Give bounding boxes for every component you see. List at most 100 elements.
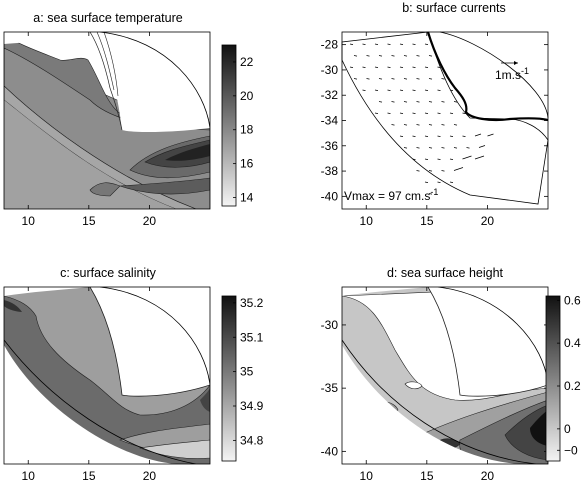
panel-b-x-axis: 10 15 20 <box>360 32 495 228</box>
current-arrow <box>441 124 445 126</box>
current-arrow <box>462 135 466 137</box>
panel-d-colorbar-ticks: 0.6 0.4 0.2 0 −0 <box>557 293 581 457</box>
colorbar-tick-label: 22 <box>240 55 254 69</box>
x-tick-label: 10 <box>360 469 374 483</box>
current-arrow <box>399 43 404 45</box>
colorbar-tick-label: 0.4 <box>564 336 581 350</box>
current-arrow <box>353 55 358 57</box>
current-arrow <box>416 101 420 103</box>
current-arrow <box>403 147 408 149</box>
current-arrow <box>428 55 433 57</box>
current-arrow <box>412 89 416 91</box>
panel-c-colorbar <box>221 295 237 462</box>
y-tick-label: -40 <box>321 444 339 458</box>
current-arrow <box>362 43 366 45</box>
colorbar-tick-label: 34.8 <box>240 433 264 447</box>
current-arrow <box>449 135 454 137</box>
current-arrow <box>424 158 429 160</box>
current-arrow <box>487 133 494 137</box>
current-arrow <box>412 158 416 160</box>
x-tick-label: 10 <box>22 469 36 483</box>
current-arrow <box>478 145 486 148</box>
y-tick-label: -30 <box>321 63 339 77</box>
panel-c-title: c: surface salinity <box>60 266 157 280</box>
current-arrow <box>437 112 441 114</box>
y-tick-label: -36 <box>321 139 339 153</box>
current-arrow <box>349 66 354 68</box>
y-tick-label: -40 <box>321 189 339 203</box>
current-arrow <box>428 170 433 172</box>
colorbar-tick-label: 0.6 <box>564 293 581 307</box>
x-tick-label: 15 <box>82 214 96 228</box>
current-arrow <box>437 66 441 68</box>
current-arrow <box>362 66 366 68</box>
panel-c-frame <box>3 286 211 465</box>
current-arrow <box>353 78 358 80</box>
colorbar-tick-label: 34.9 <box>240 399 264 413</box>
current-arrow <box>474 133 482 137</box>
current-arrow <box>378 55 383 57</box>
current-arrow <box>441 101 445 103</box>
current-arrow <box>416 170 420 172</box>
panel-c-field <box>4 287 210 464</box>
y-tick-label: -34 <box>321 114 339 128</box>
current-arrow <box>462 155 472 160</box>
current-arrow <box>387 43 391 45</box>
current-arrow <box>387 89 391 91</box>
current-arrow <box>366 55 370 57</box>
panel-d-title: d: sea surface height <box>387 266 504 280</box>
current-arrow <box>366 78 370 80</box>
panel-a-field <box>4 32 210 209</box>
current-arrow <box>362 89 366 91</box>
current-arrow <box>437 135 441 137</box>
current-arrow <box>428 101 433 103</box>
y-tick-label: -28 <box>321 38 339 52</box>
panel-b-vmax-label: Vmax = 97 cm.s-1 <box>344 187 438 203</box>
x-tick-label: 20 <box>481 214 495 228</box>
current-arrow <box>349 43 354 45</box>
current-arrow <box>462 112 466 114</box>
panel-c-x-axis: 10 15 20 <box>22 287 157 483</box>
y-tick-label: -38 <box>321 164 339 178</box>
current-arrow <box>424 181 429 183</box>
y-tick-label: -30 <box>321 318 339 332</box>
panel-a-x-axis: 10 15 20 <box>22 32 156 228</box>
y-tick-label: -35 <box>321 381 339 395</box>
current-arrow <box>403 78 408 80</box>
current-arrow <box>424 112 429 114</box>
current-arrow <box>391 124 395 126</box>
panel-a-frame <box>3 31 211 210</box>
current-arrow <box>416 147 420 149</box>
colorbar-tick-label: −0 <box>564 443 578 457</box>
current-arrow <box>412 43 416 45</box>
current-arrow <box>474 155 485 160</box>
current-arrow <box>453 101 458 103</box>
panel-a: a: sea surface temperature 10 15 20 14 16 18… <box>3 11 254 228</box>
current-arrow <box>403 124 408 126</box>
current-arrow <box>391 78 395 80</box>
colorbar-tick-label: 14 <box>240 191 254 205</box>
current-arrow <box>441 78 445 80</box>
current-arrow <box>399 66 404 68</box>
current-arrow <box>403 101 408 103</box>
y-tick-label: -32 <box>321 88 339 102</box>
current-arrow <box>453 124 458 126</box>
current-arrow <box>428 78 433 80</box>
colorbar-tick-label: 0.2 <box>564 379 581 393</box>
colorbar-tick-label: 18 <box>240 123 254 137</box>
panel-d: d: sea surface height 10 15 20 -30 -35 -40 0… <box>321 266 581 483</box>
panel-d-field <box>342 287 548 464</box>
panel-a-title: a: sea surface temperature <box>33 11 182 25</box>
x-tick-label: 20 <box>481 469 495 483</box>
current-arrow <box>416 78 420 80</box>
current-arrow <box>374 66 379 68</box>
current-arrow <box>424 66 429 68</box>
current-arrow <box>374 89 379 91</box>
x-tick-label: 20 <box>143 469 157 483</box>
current-arrow <box>387 66 391 68</box>
current-arrow <box>453 147 458 149</box>
colorbar-tick-label: 35.2 <box>240 296 264 310</box>
current-arrow <box>437 89 441 91</box>
x-tick-label: 10 <box>22 214 36 228</box>
